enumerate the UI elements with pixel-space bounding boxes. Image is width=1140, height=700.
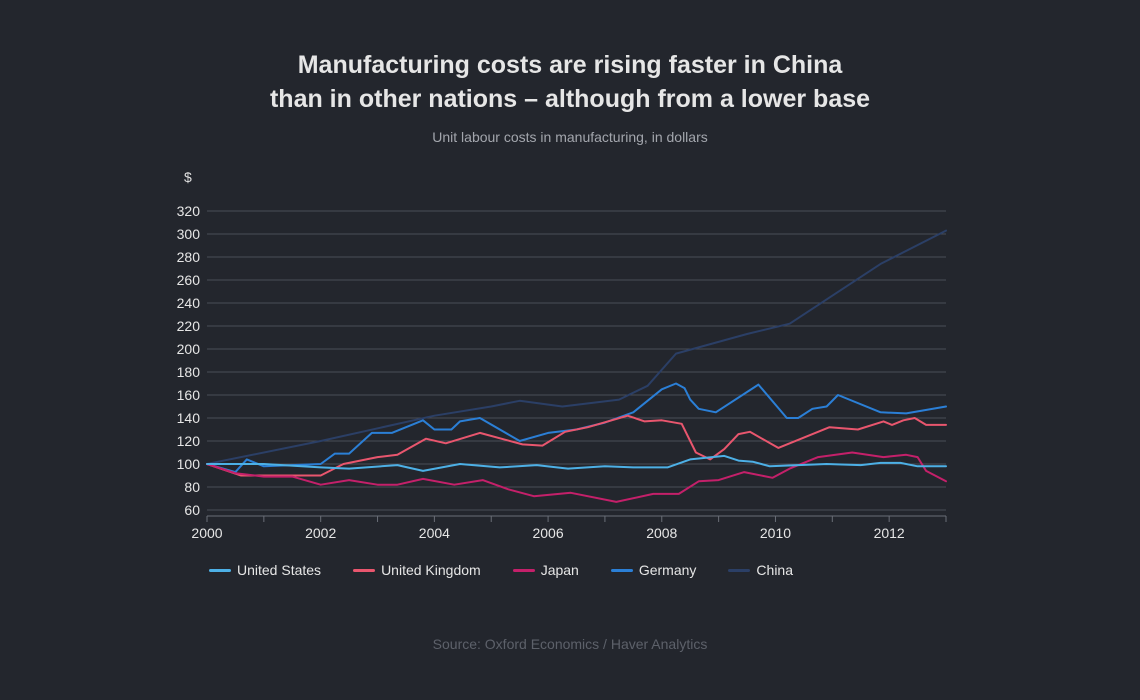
x-tick-label-2002: 2002 bbox=[305, 525, 336, 541]
legend-label-united-states: United States bbox=[237, 562, 322, 578]
x-tick-label-2004: 2004 bbox=[419, 525, 450, 541]
y-tick-label-320: 320 bbox=[177, 203, 201, 219]
chart-subtitle: Unit labour costs in manufacturing, in d… bbox=[432, 129, 708, 145]
y-axis-unit-label: $ bbox=[184, 169, 192, 185]
legend-swatch-united-kingdom bbox=[353, 568, 376, 572]
legend-label-japan: Japan bbox=[540, 562, 579, 578]
legend-item-united-states: United States bbox=[209, 562, 321, 578]
legend-label-germany: Germany bbox=[638, 562, 697, 578]
y-tick-label-240: 240 bbox=[177, 295, 201, 311]
y-tick-label-80: 80 bbox=[184, 479, 200, 495]
y-tick-label-220: 220 bbox=[177, 318, 201, 334]
chart-legend: United States United Kingdom Japan Germa… bbox=[209, 562, 825, 578]
y-tick-label-260: 260 bbox=[177, 272, 201, 288]
legend-label-united-kingdom: United Kingdom bbox=[381, 562, 481, 578]
series-line-china bbox=[206, 229, 947, 465]
y-tick-label-180: 180 bbox=[177, 364, 201, 380]
legend-swatch-china bbox=[728, 568, 751, 572]
legend-item-germany: Germany bbox=[610, 562, 697, 578]
legend-swatch-japan bbox=[512, 568, 535, 572]
legend-item-china: China bbox=[728, 562, 793, 578]
series-line-united-states bbox=[206, 454, 947, 472]
series-line-japan bbox=[206, 451, 947, 503]
chart-title-line-2: than in other nations – although from a … bbox=[269, 85, 871, 113]
chart-title: Manufacturing costs are rising faster in… bbox=[0, 48, 1140, 116]
legend-label-china: China bbox=[756, 562, 794, 578]
y-tick-label-120: 120 bbox=[177, 433, 201, 449]
y-tick-label-160: 160 bbox=[177, 387, 201, 403]
legend-swatch-united-states bbox=[209, 568, 231, 572]
x-tick-label-2008: 2008 bbox=[646, 525, 677, 541]
y-tick-label-280: 280 bbox=[177, 249, 201, 265]
legend-item-japan: Japan bbox=[512, 562, 579, 578]
x-tick-label-2006: 2006 bbox=[532, 525, 563, 541]
legend-swatch-germany bbox=[610, 568, 633, 572]
x-tick-label-2012: 2012 bbox=[874, 525, 905, 541]
source-note: Source: Oxford Economics / Haver Analyti… bbox=[432, 636, 708, 652]
x-tick-label-2010: 2010 bbox=[760, 525, 791, 541]
x-tick-label-2000: 2000 bbox=[191, 525, 222, 541]
series-line-united-kingdom bbox=[206, 414, 947, 477]
y-tick-label-140: 140 bbox=[177, 410, 201, 426]
y-tick-label-100: 100 bbox=[177, 456, 201, 472]
y-tick-label-60: 60 bbox=[184, 502, 200, 518]
legend-item-united-kingdom: United Kingdom bbox=[353, 562, 481, 578]
chart-title-line-1: Manufacturing costs are rising faster in… bbox=[297, 51, 843, 79]
y-tick-label-300: 300 bbox=[177, 226, 201, 242]
y-tick-label-200: 200 bbox=[177, 341, 201, 357]
